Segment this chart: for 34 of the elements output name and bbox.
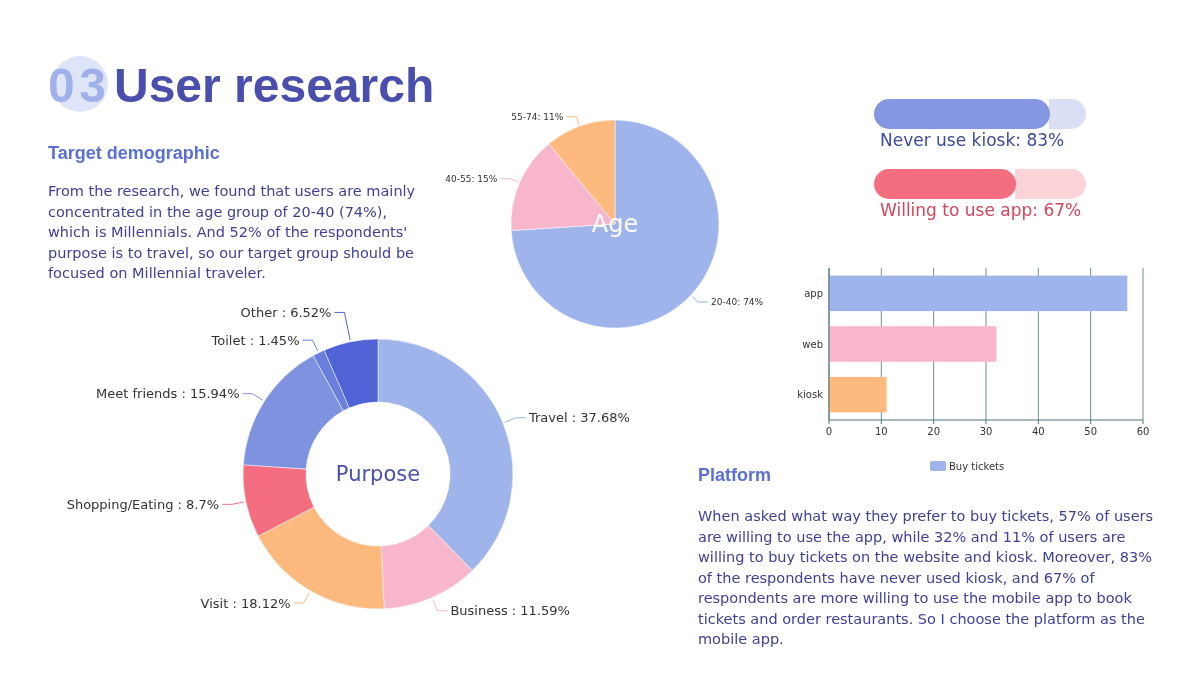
slice-label: Toilet : 1.45% [210,332,300,348]
data-label: Never use kiosk: 83% [880,130,1065,150]
slice-label: Other : 6.52% [240,305,332,320]
text: Purpose [335,462,421,487]
bar [829,326,997,362]
text: From the research, we found that users are mainly concentrated in the age group of 20-40 (74%), which is Millennials. And 52% of the respondents' purpose is to travel, so our target group should be focused on Millennial traveler. [48,182,417,283]
bar [829,275,1128,312]
x-tick-label: 60 [1136,426,1150,437]
y-tick-label: web [802,338,823,350]
bar [829,376,887,413]
slice-label: Visit : 18.12% [200,595,291,611]
x-tick-label: 20 [927,426,941,437]
slice-label: Meet friends : 15.94% [96,386,240,402]
text: 03 [48,59,106,112]
x-tick-label: 10 [874,426,888,437]
slice-label: Business : 11.59% [450,603,570,619]
x-tick-label: 30 [979,426,993,437]
data-label: Willing to use app: 67% [880,200,1082,220]
text: When asked what way they prefer to buy tickets, 57% of users are willing to use the app, while 32% and 11% of users are willing to buy tickets on the website and kiosk. Moreover, 83% of the respondents have never used kiosk, and 67% of respondents are more willing to use the mobile app to book tickets and order restaurants. So I choose the platform as the mobile app. [698,507,1155,649]
y-tick-label: kiosk [797,389,824,401]
slice-label: 55-74: 11% [511,111,564,122]
slice-label: Travel : 37.68% [527,410,630,426]
legend-label: Buy tickets [949,460,1005,472]
x-tick-label: 0 [825,426,833,437]
y-tick-label: app [804,287,823,299]
text: Target demographic [48,143,220,163]
text: Platform [698,465,772,485]
slice-label: Shopping/Eating : 8.7% [66,496,220,512]
slice-label: 40-55: 15% [445,173,498,184]
slice-label: 20-40: 74% [711,297,764,308]
text: User research [114,59,435,112]
x-tick-label: 40 [1031,426,1045,437]
x-tick-label: 50 [1084,426,1098,437]
text: Age [591,210,639,239]
